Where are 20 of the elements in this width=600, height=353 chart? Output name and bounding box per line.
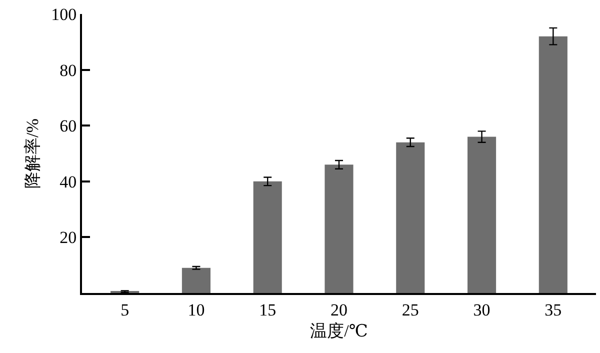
bar (253, 181, 282, 293)
bar (324, 164, 354, 293)
y-tick-label: 80 (60, 60, 77, 80)
x-axis-title: 温度/℃ (310, 321, 368, 340)
x-tick-label: 5 (120, 300, 130, 320)
bar (468, 136, 496, 293)
bar (182, 268, 210, 293)
bar (396, 142, 425, 293)
x-tick-label: 35 (544, 300, 562, 320)
x-tick-label: 15 (259, 300, 276, 320)
x-tick-label: 20 (330, 300, 348, 320)
bar (538, 36, 568, 293)
y-tick-label: 40 (60, 172, 77, 192)
x-tick-label: 25 (402, 300, 419, 320)
x-tick-label: 30 (473, 300, 490, 320)
y-tick-label: 60 (60, 116, 77, 136)
y-tick-label: 100 (51, 4, 77, 24)
x-tick-label: 10 (188, 300, 205, 320)
y-tick-label: 20 (60, 228, 77, 248)
y-axis-title: 降解率/% (23, 118, 42, 188)
